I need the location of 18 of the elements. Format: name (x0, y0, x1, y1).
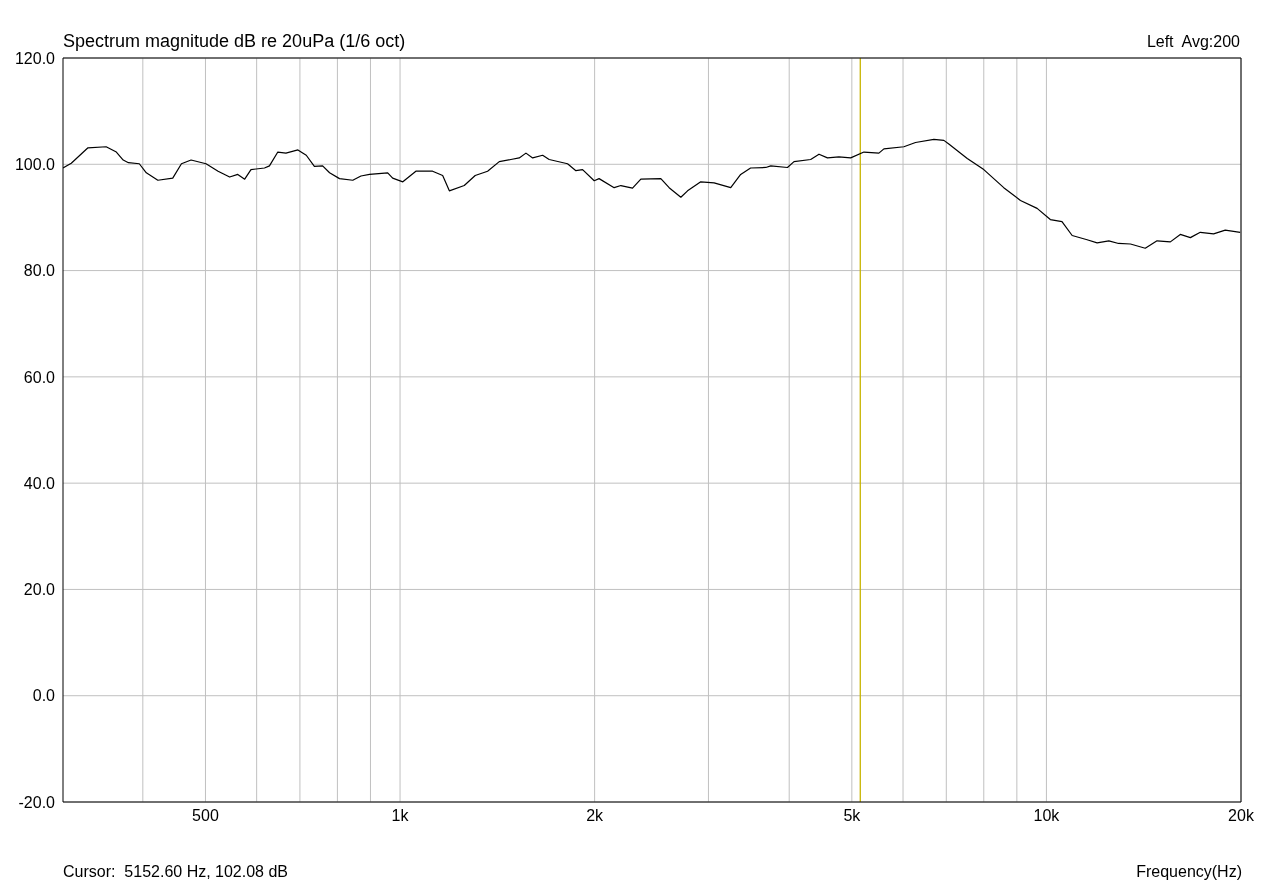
text: Left Avg:200 (1146, 33, 1240, 51)
y-tick-label: 100.0 (14, 155, 56, 173)
x-tick-label: 10k (1033, 807, 1061, 825)
x-axis-title: Frequency(Hz) (1136, 863, 1242, 881)
y-tick-label: -20.0 (18, 793, 56, 811)
y-tick-label: 20.0 (23, 581, 56, 599)
chart-title: Spectrum magnitude dB re 20uPa (1/6 oct) (63, 31, 406, 52)
text: Cursor: 5152.60 Hz, 102.08 dB (63, 863, 289, 881)
y-tick-label: 120.0 (14, 49, 56, 67)
y-tick-label: 60.0 (23, 368, 56, 386)
y-tick-label: 0.0 (32, 687, 56, 705)
x-tick-label: 20k (1228, 807, 1255, 825)
x-tick-label: 5k (843, 807, 862, 825)
x-tick-label: 1k (391, 807, 410, 825)
x-tick-label: 2k (586, 807, 605, 825)
x-tick-label: 500 (192, 807, 219, 825)
y-tick-label: 80.0 (23, 262, 56, 280)
y-tick-label: 40.0 (23, 474, 56, 492)
